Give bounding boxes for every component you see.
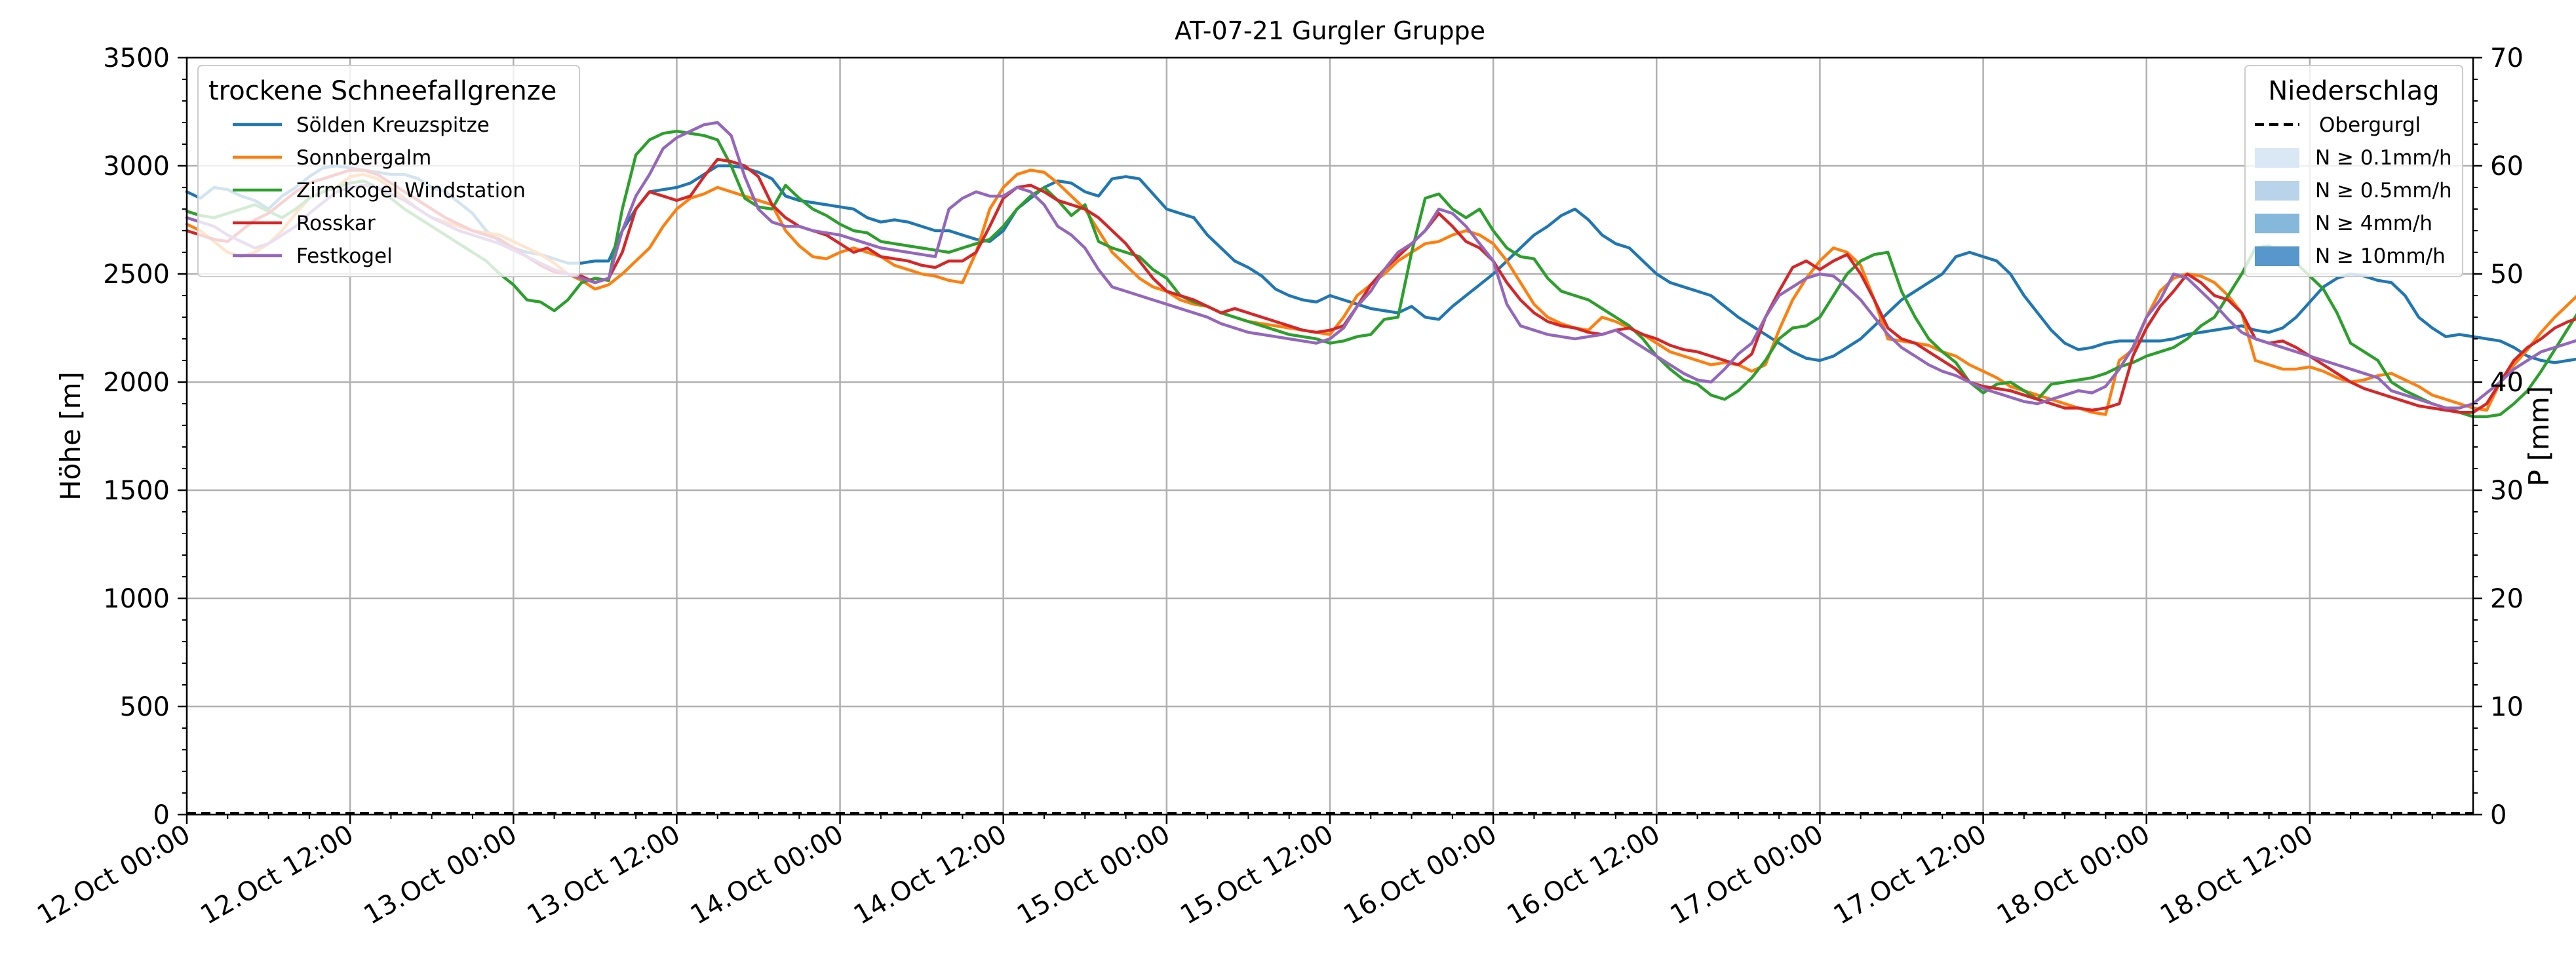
legend-precip-line-label: Obergurgl: [2319, 113, 2421, 137]
legend-label-2: Sonnbergalm: [296, 146, 431, 170]
legend-label-1: Sölden Kreuzspitze: [296, 113, 490, 137]
x-tick-label: 12.Oct 00:00: [32, 819, 195, 931]
legend-precip-patch-1: [2255, 148, 2299, 168]
x-tick-label: 17.Oct 12:00: [1829, 819, 1992, 931]
legend-snowline-title: trockene Schneefallgrenze: [208, 76, 556, 106]
legend-precip: Niederschlag Obergurgl N ≥ 0.1mm/hN ≥ 0.…: [2244, 65, 2463, 277]
y2-tick-label: 60: [2490, 151, 2524, 182]
series-lines: [185, 121, 2576, 419]
x-tick-label: 13.Oct 12:00: [522, 819, 686, 931]
legend-precip-patches: N ≥ 0.1mm/h N ≥ 0.5mm/h N ≥ 4mm/h N ≥ 10mm/…: [2255, 146, 2452, 268]
y-axis-label: Höhe [m]: [54, 372, 87, 501]
x-tick-label: 15.Oct 12:00: [1175, 819, 1338, 931]
y2-tick-label: 30: [2490, 476, 2524, 506]
legend-label-5: Festkogel: [296, 244, 393, 268]
legend-precip-patch-4: [2255, 246, 2299, 266]
legend-snowline-box: [197, 65, 580, 277]
y-tick-label: 0: [153, 800, 170, 830]
y2-tick-label: 50: [2490, 260, 2524, 290]
legend-precip-patch-3: [2255, 214, 2299, 233]
y-tick-label: 1500: [103, 476, 170, 506]
y-tick-label: 500: [120, 692, 170, 722]
legend-precip-patch-label-1: N ≥ 0.1mm/h: [2315, 146, 2452, 170]
y2-axis-label: P [mm]: [2523, 386, 2555, 486]
legend-snowline: trockene Schneefallgrenze Sölden Kreuzsp…: [197, 65, 580, 277]
legend-precip-patch-2: [2255, 181, 2299, 201]
chart-title: AT-07-21 Gurgler Gruppe: [1175, 16, 1485, 45]
x-tick-label: 16.Oct 00:00: [1338, 819, 1502, 931]
x-tick-label: 14.Oct 00:00: [686, 819, 849, 931]
x-tick-label: 17.Oct 00:00: [1666, 819, 1829, 931]
x-tick-label: 18.Oct 12:00: [2155, 819, 2318, 931]
y-tick-label: 3000: [103, 151, 170, 182]
x-tick-label: 14.Oct 12:00: [849, 819, 1012, 931]
series-line-5: [185, 121, 2576, 410]
legend-label-3: Zirmkogel Windstation: [296, 179, 526, 203]
legend-precip-patch-label-4: N ≥ 10mm/h: [2315, 244, 2446, 268]
series-line-3: [185, 129, 2576, 419]
legend-snowline-entries: Sölden Kreuzspitze Sonnbergalm Zirmkogel W…: [233, 113, 526, 268]
x-tick-label: 13.Oct 00:00: [359, 819, 522, 931]
y-tick-label: 3500: [103, 43, 170, 73]
y2-tick-label: 40: [2490, 368, 2524, 398]
y2-tick-label: 20: [2490, 584, 2524, 614]
y-tick-label: 2000: [103, 368, 170, 398]
legend-precip-patch-label-3: N ≥ 4mm/h: [2315, 212, 2432, 235]
y2-tick-label: 10: [2490, 692, 2524, 722]
legend-precip-patch-label-2: N ≥ 0.5mm/h: [2315, 179, 2452, 203]
legend-label-4: Rosskar: [296, 212, 376, 235]
x-tick-label: 15.Oct 00:00: [1012, 819, 1175, 931]
y2-tick-label: 70: [2490, 43, 2524, 73]
x-tick-label: 12.Oct 12:00: [195, 819, 359, 931]
y-tick-label: 2500: [103, 260, 170, 290]
x-tick-label: 18.Oct 00:00: [1992, 819, 2155, 931]
series-line-4: [185, 157, 2576, 414]
legend-precip-title: Niederschlag: [2268, 76, 2439, 106]
y-tick-label: 1000: [103, 584, 170, 614]
x-tick-label: 16.Oct 12:00: [1502, 819, 1665, 931]
y2-tick-label: 0: [2490, 800, 2507, 830]
